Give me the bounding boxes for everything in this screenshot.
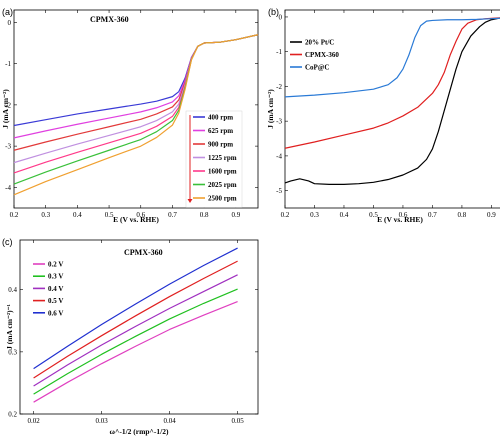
pb-ytick-label-5: -5 [276, 187, 282, 195]
pa-legend-label-5: 2025 rpm [208, 181, 237, 189]
pa-xtick-label-7: 0.9 [231, 211, 240, 219]
pa-legend-label-6: 2500 rpm [208, 195, 237, 203]
pb-legend-label-1: CPMX-360 [305, 51, 339, 59]
pc-legend-label-2: 0.4 V [48, 285, 63, 293]
pc-series-line-1 [33, 288, 238, 395]
pc-chart-title: CPMX-360 [124, 248, 163, 257]
panel-a-chart: (a) 0.2 0.3 0.4 0.5 0.6 0.7 0.8 0.9 0 -1 -2 -3 -4 E (V… [1, 7, 259, 224]
pa-legend-label-0: 400 rpm [208, 114, 233, 122]
pb-legend-label-0: 20% Pt/C [305, 39, 334, 47]
pb-ytick-label-3: -3 [276, 118, 282, 126]
pc-series-line-2 [33, 274, 238, 387]
pb-ytick-label-2: -2 [276, 83, 282, 91]
pa-legend-arrow-head [187, 199, 193, 203]
pa-y-axis-label: J (mA cm⁻²) [1, 89, 10, 129]
panel-b-chart: (b) 0.2 0.3 0.4 0.5 0.6 0.7 0.8 0.9 0 -1 -2 -3 -4 -5 E … [266, 7, 500, 224]
pb-ytick-label-0: 0 [279, 13, 283, 21]
pa-legend-label-4: 1600 rpm [208, 168, 237, 176]
pb-xtick-label-1: 0.3 [310, 211, 319, 219]
pc-xtick-label-2: 0.04 [163, 417, 176, 425]
pa-panel-label: (a) [2, 7, 13, 17]
pc-plot-frame [19, 239, 259, 415]
pa-series-line-6 [13, 34, 259, 196]
pc-ytick-label-0: 0.2 [8, 411, 17, 419]
pa-xtick-label-6: 0.8 [200, 211, 209, 219]
pc-y-axis-label: J (mA cm⁻²)⁻¹ [5, 304, 14, 350]
pa-legend-box [185, 110, 243, 208]
pb-ytick-label-1: -1 [276, 48, 282, 56]
pa-legend-label-2: 900 rpm [208, 141, 233, 149]
pb-panel-label: (b) [268, 7, 279, 17]
pc-legend-label-3: 0.5 V [48, 297, 63, 305]
pa-chart-title: CPMX-360 [90, 15, 129, 24]
pc-legend-label-0: 0.2 V [48, 261, 63, 269]
panel-c-chart: (c) 0.02 0.03 0.04 0.05 0.2 0.3 0.4 ω^-1/2 (rmp^… [2, 237, 259, 436]
pc-legend-label-1: 0.3 V [48, 273, 63, 281]
pa-xtick-label-1: 0.3 [41, 211, 50, 219]
pb-legend-label-2: CoP@C [305, 64, 329, 72]
pa-legend-label-1: 625 rpm [208, 127, 233, 135]
pb-xtick-label-3: 0.5 [369, 211, 378, 219]
pb-y-axis-label: J (mA cm⁻²) [266, 89, 275, 129]
pb-plot-frame [284, 9, 500, 209]
pb-xtick-label-2: 0.4 [340, 211, 349, 219]
pc-xtick-label-3: 0.05 [231, 417, 244, 425]
pa-ytick-label-4: -4 [5, 184, 11, 192]
pc-xtick-label-0: 0.02 [27, 417, 40, 425]
pa-xtick-label-2: 0.4 [73, 211, 82, 219]
pb-ytick-label-4: -4 [276, 152, 282, 160]
pb-xtick-label-6: 0.8 [458, 211, 467, 219]
pb-series-line-0 [284, 17, 500, 185]
pb-xtick-label-5: 0.7 [428, 211, 437, 219]
pc-series-line-0 [33, 300, 238, 403]
pa-ytick-label-3: -3 [5, 143, 11, 151]
pb-xtick-label-4: 0.6 [399, 211, 408, 219]
pb-series-line-1 [284, 17, 500, 149]
pa-plot-frame [13, 9, 259, 209]
pa-xtick-label-4: 0.6 [136, 211, 145, 219]
pb-x-axis-label: E (V vs. RHE) [377, 215, 423, 224]
pc-ytick-label-1: 0.3 [8, 348, 17, 356]
pc-series-line-3 [33, 260, 238, 379]
pc-xtick-label-1: 0.03 [95, 417, 108, 425]
pa-legend-label-3: 1225 rpm [208, 154, 237, 162]
pa-xtick-label-3: 0.5 [105, 211, 114, 219]
pc-series-line-4 [33, 247, 238, 370]
pc-ytick-label-2: 0.4 [8, 286, 17, 294]
pa-xtick-label-0: 0.2 [10, 211, 19, 219]
pa-x-axis-label: E (V vs. RHE) [113, 215, 159, 224]
pa-ytick-label-0: 0 [8, 19, 12, 27]
pa-xtick-label-5: 0.7 [168, 211, 177, 219]
pc-panel-label: (c) [2, 237, 13, 247]
pb-xtick-label-0: 0.2 [281, 211, 290, 219]
pa-ytick-label-2: -2 [5, 101, 11, 109]
pc-x-axis-label: ω^-1/2 (rmp^-1/2) [110, 427, 169, 436]
pa-ytick-label-1: -1 [5, 60, 11, 68]
pb-series-line-2 [284, 17, 500, 98]
pc-legend-label-4: 0.6 V [48, 309, 63, 317]
pb-xtick-label-7: 0.9 [487, 211, 496, 219]
